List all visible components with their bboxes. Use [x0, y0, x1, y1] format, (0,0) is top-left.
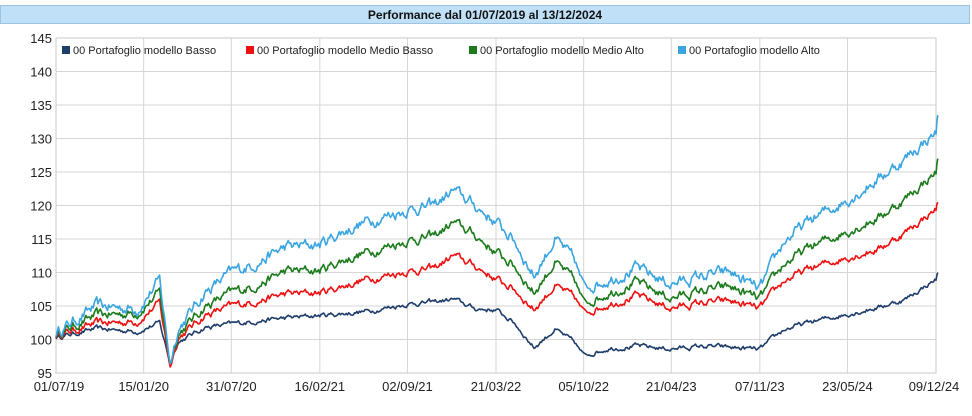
- series-line: [55, 114, 939, 365]
- x-axis-ticks: 01/07/19 15/01/20 31/07/20 16/02/21 02/09/21…: [34, 379, 960, 394]
- legend-label: 00 Portafoglio modello Alto: [689, 45, 820, 57]
- y-tick-label: 135: [30, 98, 52, 113]
- x-tick-label: 01/07/19: [34, 379, 85, 394]
- y-tick-label: 125: [30, 165, 52, 180]
- x-tick-label: 21/04/23: [646, 379, 697, 394]
- y-tick-label: 130: [30, 132, 52, 147]
- chart-title: Performance dal 01/07/2019 al 13/12/2024: [0, 5, 970, 24]
- legend-swatch: [678, 46, 686, 54]
- series-lines: [55, 114, 939, 368]
- series-line: [55, 201, 939, 368]
- x-tick-label: 02/09/21: [382, 379, 433, 394]
- legend-label: 00 Portafoglio modello Medio Alto: [480, 45, 644, 57]
- legend-swatch: [62, 46, 70, 54]
- y-tick-label: 105: [30, 299, 52, 314]
- y-tick-label: 95: [38, 366, 52, 381]
- legend-swatch: [469, 46, 477, 54]
- y-tick-label: 145: [30, 31, 52, 46]
- y-tick-label: 115: [31, 232, 52, 247]
- y-tick-label: 140: [30, 65, 52, 80]
- x-tick-label: 16/02/21: [295, 379, 346, 394]
- x-tick-label: 31/07/20: [206, 379, 257, 394]
- x-tick-label: 15/01/20: [118, 379, 169, 394]
- x-tick-label: 23/05/24: [822, 379, 873, 394]
- legend-swatch: [246, 46, 254, 54]
- legend-label: 00 Portafoglio modello Basso: [73, 45, 216, 57]
- series-line: [55, 158, 939, 365]
- y-tick-label: 120: [30, 199, 52, 214]
- series-line: [55, 272, 939, 365]
- x-tick-label: 05/10/22: [558, 379, 609, 394]
- x-tick-label: 09/12/24: [909, 379, 960, 394]
- y-axis-ticks: 145 140 135 130 125 120 115 110 105 100 95: [30, 31, 52, 381]
- x-tick-label: 21/03/22: [471, 379, 522, 394]
- y-tick-label: 100: [30, 333, 52, 348]
- legend-label: 00 Portafoglio modello Medio Basso: [257, 45, 433, 57]
- y-tick-label: 110: [31, 266, 52, 281]
- legend: 00 Portafoglio modello Basso 00 Portafogl…: [62, 45, 820, 57]
- x-tick-label: 07/11/23: [735, 379, 785, 394]
